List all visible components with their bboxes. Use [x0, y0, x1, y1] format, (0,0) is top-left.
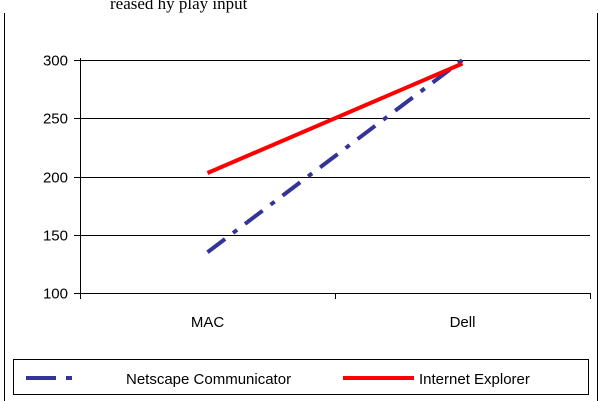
series-lines — [206, 58, 464, 254]
x-tick-label-dell: Dell — [450, 314, 476, 331]
series-line-netscape-communicator — [206, 58, 464, 254]
x-tick-label-mac: MAC — [191, 314, 225, 331]
y-tick-labels: 100 150 200 250 300 — [43, 53, 68, 303]
y-tick-label: 300 — [43, 53, 68, 70]
legend-label-1: Internet Explorer — [419, 371, 530, 388]
caption-text: reased hy play input — [110, 0, 248, 13]
y-tick-label: 100 — [43, 286, 68, 303]
caption-fragment: reased hy play input — [0, 0, 602, 16]
gridlines — [80, 60, 590, 236]
axes — [74, 58, 591, 299]
legend-box — [13, 359, 589, 395]
x-tick-labels: MAC Dell — [191, 314, 476, 331]
y-tick-label: 250 — [43, 111, 68, 128]
legend: Netscape Communicator Internet Explorer — [13, 359, 589, 395]
legend-label-0: Netscape Communicator — [126, 371, 291, 388]
series-line-internet-explorer — [206, 61, 464, 175]
y-tick-label: 200 — [43, 170, 68, 187]
y-tick-label: 150 — [43, 228, 68, 245]
